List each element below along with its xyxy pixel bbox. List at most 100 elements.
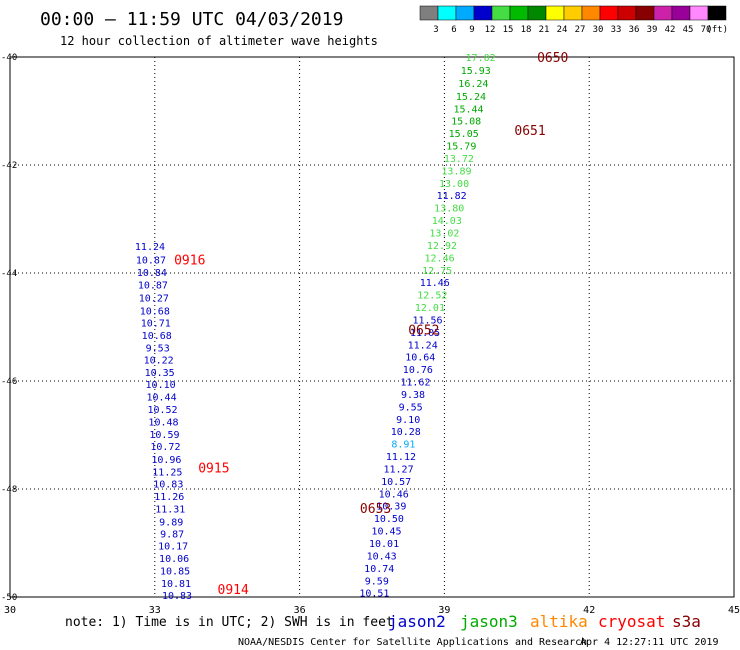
footer-note: note: 1) Time is in UTC; 2) SWH is in fe…	[65, 615, 394, 630]
colorbar-label: 45	[683, 25, 694, 35]
y-tick-label: -42	[1, 161, 17, 171]
wave-height-value: 10.96	[151, 455, 181, 466]
x-tick-labels: 30 33 36 39 42 45	[4, 605, 740, 616]
wave-height-value: 15.24	[456, 92, 486, 103]
satellite-legend-entry: jason3	[460, 612, 518, 631]
wave-height-value: 10.59	[149, 430, 179, 441]
wave-height-value: 10.10	[146, 380, 176, 391]
colorbar-swatch	[455, 5, 475, 21]
colorbar-label: 24	[557, 25, 568, 35]
wave-height-value: 10.74	[364, 564, 394, 575]
wave-height-value: 11.62	[400, 378, 430, 389]
wave-height-value: 11.24	[135, 242, 165, 253]
colorbar-swatch	[581, 5, 601, 21]
wave-height-value: 10.68	[140, 306, 170, 317]
colorbar-label: 39	[647, 25, 658, 35]
colorbar-label: 6	[451, 25, 456, 35]
x-tick-label: 36	[294, 605, 306, 616]
wave-height-value: 11.24	[408, 340, 438, 351]
wave-height-value: 10.81	[161, 579, 191, 590]
wave-height-value: 11.31	[155, 504, 185, 515]
wave-height-value: 14.03	[432, 216, 462, 227]
colorbar-swatch	[563, 5, 583, 21]
wave-height-value: 9.38	[401, 390, 425, 401]
colorbar-swatch	[527, 5, 547, 21]
pass-time-label: 0652	[408, 324, 439, 339]
grid-lines	[10, 57, 734, 597]
wave-height-value: 10.45	[371, 527, 401, 538]
wave-height-value: 10.28	[391, 427, 421, 438]
wave-height-value: 10.83	[153, 480, 183, 491]
wave-height-value: 10.39	[376, 502, 406, 513]
colorbar-swatch	[671, 5, 691, 21]
wave-height-value: 11.56	[412, 315, 442, 326]
wave-height-value: 9.87	[160, 529, 184, 540]
wave-height-value: 11.25	[152, 468, 182, 479]
wave-height-value: 12.92	[427, 241, 457, 252]
satellite-legend-entry: altika	[530, 612, 588, 631]
colorbar-label: 36	[629, 25, 640, 35]
satellite-legend: jason2 jason3 altika cryosat s3a	[388, 612, 701, 631]
wave-height-value: 10.35	[145, 368, 175, 379]
colorbar-label: 33	[611, 25, 622, 35]
wave-height-value: 13.02	[429, 229, 459, 240]
wave-height-value: 10.06	[159, 554, 189, 565]
wave-height-value: 10.52	[147, 405, 177, 416]
wave-height-value: 10.76	[403, 365, 433, 376]
wave-height-value: 12.01	[415, 303, 445, 314]
colorbar-label: 42	[665, 25, 676, 35]
wave-height-value: 10.01	[369, 539, 399, 550]
wave-height-value: 10.22	[144, 355, 174, 366]
x-tick-label: 39	[438, 605, 450, 616]
wave-height-value: 10.46	[379, 489, 409, 500]
colorbar-swatch	[437, 5, 457, 21]
colorbar-swatch	[635, 5, 655, 21]
wave-height-value: 10.64	[405, 353, 435, 364]
wave-height-value: 10.27	[139, 293, 169, 304]
y-tick-label: -44	[1, 269, 17, 279]
pass-time-label: 0915	[198, 461, 229, 476]
x-tick-label: 45	[728, 605, 740, 616]
wave-height-value: 10.68	[142, 331, 172, 342]
wave-height-value: 10.87	[138, 280, 168, 291]
wave-height-value: 13.72	[444, 154, 474, 165]
colorbar-swatch	[653, 5, 673, 21]
colorbar-swatch	[473, 5, 493, 21]
wave-height-value: 10.84	[137, 268, 167, 279]
wave-height-value: 13.89	[441, 166, 471, 177]
y-tick-labels: -40 -42 -44 -46 -48 -50	[1, 53, 17, 603]
y-tick-label: -48	[1, 485, 17, 495]
wave-height-value: 12.52	[417, 291, 447, 302]
wave-height-value: 9.59	[365, 576, 389, 587]
colorbar-swatch	[491, 5, 511, 21]
colorbar-label: 21	[539, 25, 550, 35]
wave-height-value: 11.27	[383, 464, 413, 475]
wave-height-value: 9.10	[396, 415, 420, 426]
colorbar-swatch	[599, 5, 619, 21]
colorbar-unit: (ft)	[706, 25, 728, 35]
wave-height-value: 15.05	[449, 129, 479, 140]
wave-height-value: 10.72	[150, 442, 180, 453]
colorbar-label: 18	[521, 25, 532, 35]
colorbar-label: 15	[503, 25, 514, 35]
satellite-legend-entry: cryosat	[598, 612, 665, 631]
colorbar-label: 9	[469, 25, 474, 35]
wave-height-value: 16.24	[458, 79, 488, 90]
x-tick-label: 33	[149, 605, 161, 616]
colorbar-label: 27	[575, 25, 586, 35]
wave-height-value: 13.00	[439, 179, 469, 190]
colorbar-swatch	[509, 5, 529, 21]
pass-time-label: 0653	[360, 502, 391, 517]
plot-frame	[9, 56, 735, 598]
x-tick-label: 30	[4, 605, 16, 616]
wave-height-value: 13.80	[434, 204, 464, 215]
footer-timestamp: Apr 4 12:27:11 UTC 2019	[580, 637, 718, 648]
wave-height-value: 10.87	[136, 256, 166, 267]
wave-height-value: 11.82	[437, 191, 467, 202]
chart-subtitle: 12 hour collection of altimeter wave hei…	[60, 34, 378, 48]
color-legend: 3 6 9 12 15 18 21 24 27 30 33 36 39 42 45 70(ft)	[419, 5, 728, 35]
colorbar-label: 70	[701, 25, 712, 35]
pass-time-label: 0650	[537, 51, 568, 66]
wave-height-value: 10.57	[381, 477, 411, 488]
